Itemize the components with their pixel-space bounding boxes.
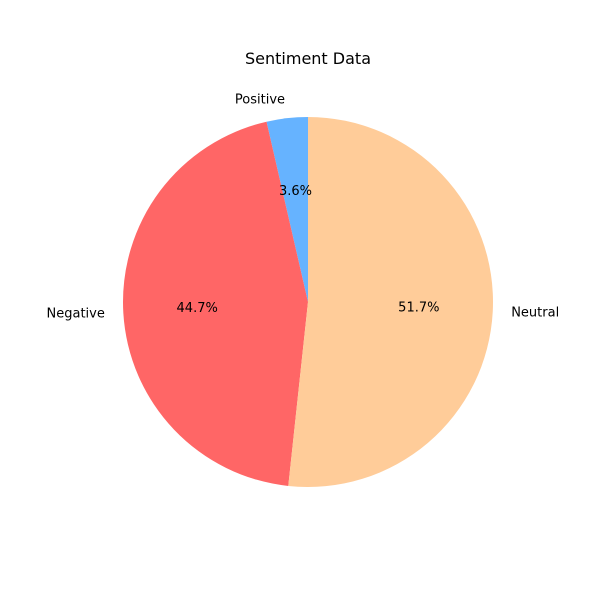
chart-title: Sentiment Data [245,49,371,68]
pie-labels: Positive 3.6% Negative 44.7% Neutral 51.7% [47,92,560,321]
slice-label-neutral: Neutral [511,305,559,320]
slice-percent-negative: 44.7% [177,301,218,316]
pie-slice-neutral [288,117,493,487]
slice-percent-neutral: 51.7% [398,300,439,315]
pie-slice-positive [266,117,308,302]
pie-slice-negative [122,121,308,486]
slice-label-negative: Negative [47,307,105,322]
pie-slices [122,117,493,487]
slice-percent-positive: 3.6% [279,184,312,199]
slice-label-positive: Positive [235,92,285,107]
